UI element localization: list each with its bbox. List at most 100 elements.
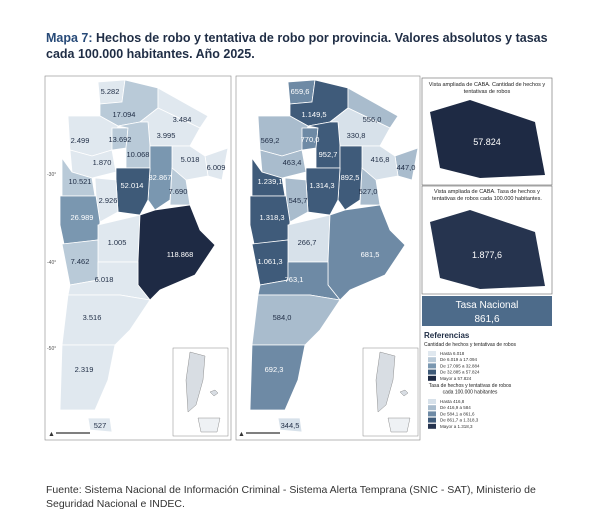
province-value: 2.926: [99, 196, 118, 205]
province-value: 52.014: [121, 181, 144, 190]
province: [249, 344, 306, 411]
province-value: 556,0: [363, 115, 382, 124]
province-value: 32.867: [149, 173, 172, 182]
province-value: 1.149,5: [301, 110, 326, 119]
legend-item: Mayor a 57.824: [440, 376, 472, 381]
province: [251, 156, 286, 197]
province-value: 266,7: [298, 238, 317, 247]
province-value: 7.462: [71, 257, 90, 266]
province-value: 344,5: [281, 421, 300, 430]
province-value: 118.868: [167, 250, 194, 259]
province-value: 5.018: [181, 155, 200, 164]
province: [61, 156, 96, 197]
scale-bars: ▲ ▲: [48, 431, 280, 438]
province-value: 545,7: [289, 196, 308, 205]
national-rate-box: [422, 296, 552, 326]
province-value: 13.692: [109, 135, 132, 144]
legend-swatch: [428, 375, 436, 381]
caba-rate-title: Vista ampliada de CABA. Tasa de hechos y…: [432, 189, 542, 202]
legend-swatch: [428, 399, 436, 404]
legend-group-title: Tasa de hechos y tentativas de robos cada…: [429, 383, 512, 396]
coord-label: -30°: [47, 172, 56, 178]
province: [284, 177, 309, 223]
legend-group-title: Cantidad de hechos y tentativas de robos: [424, 342, 517, 348]
svg-text:▲: ▲: [238, 431, 245, 438]
province-value: 416,8: [371, 155, 390, 164]
caba-shape-1: [430, 100, 545, 178]
province-value: 527,0: [359, 187, 378, 196]
province-value: 6.018: [95, 275, 114, 284]
svg-text:▲: ▲: [48, 431, 55, 438]
province-value: 26.989: [71, 213, 94, 222]
legend-swatch: [428, 363, 436, 369]
province-value: 2.499: [71, 136, 90, 145]
province-value: 952,7: [319, 150, 338, 159]
legend-swatch: [428, 351, 436, 356]
legend-swatch: [428, 417, 436, 423]
province-value: 5.282: [101, 87, 120, 96]
province-value: 3.516: [83, 313, 102, 322]
province-value: 3.484: [173, 115, 192, 124]
caba-shape-2: [430, 210, 545, 289]
province-value: 330,8: [347, 131, 366, 140]
legend-swatch: [428, 405, 436, 411]
province: [94, 177, 119, 223]
province-value: 463,4: [283, 158, 302, 167]
province: [87, 417, 113, 433]
maps: ▲ ▲ 5.282 17.094 3.484 3.995 2.499 13.692 10.0…: [44, 75, 553, 441]
national-rate-label: Tasa Nacional: [456, 300, 519, 311]
legend-item: De 17.095 a 32.884: [440, 363, 480, 368]
province-value: 659,6: [291, 87, 310, 96]
caba-rate-value: 1.877,6: [472, 250, 502, 260]
title-text: Hechos de robo y tentativa de robo por p…: [46, 31, 548, 61]
province-value: 10.521: [69, 177, 92, 186]
province-value: 1.061,3: [257, 257, 282, 266]
province-value: 527: [94, 421, 107, 430]
province-value: 2.319: [75, 365, 94, 374]
caba-count-value: 57.824: [473, 137, 501, 147]
province-value: 7.690: [169, 187, 188, 196]
province-value: 10.068: [127, 150, 150, 159]
province-value: 17.094: [113, 110, 136, 119]
province-value: 584,0: [273, 313, 292, 322]
province-value: 770,0: [301, 135, 320, 144]
legend-item: De 584,1 a 861,6: [440, 411, 475, 416]
legend-item: De 6.019 a 17.094: [440, 357, 478, 362]
province-value: 1.239,1: [257, 177, 282, 186]
province-value: 1.870: [93, 158, 112, 167]
title: Mapa 7: Hechos de robo y tentativa de ro…: [46, 30, 566, 62]
title-label: Mapa 7:: [46, 31, 93, 45]
legend-item: Hasta 416,8: [440, 399, 465, 404]
province-value: 569,2: [261, 136, 280, 145]
province-value: 1.314,3: [309, 181, 334, 190]
province-value: 892,5: [341, 173, 360, 182]
legend-swatch: [428, 369, 436, 375]
caba-count-title: Vista ampliada de CABA. Cantidad de hech…: [429, 82, 546, 95]
coord-label: -50°: [47, 346, 56, 352]
coord-label: -40°: [47, 260, 56, 266]
legend-swatch: [428, 423, 436, 429]
province: [59, 344, 116, 411]
legend-item: Mayor a 1.318,3: [440, 424, 473, 429]
legend-title: Referencias: [424, 331, 470, 340]
province-value: 6.009: [207, 163, 226, 172]
legend-item: Hasta 6.018: [440, 351, 465, 356]
province-value: 692,3: [265, 365, 284, 374]
province-value: 1.005: [108, 238, 127, 247]
national-rate-value: 861,6: [474, 314, 499, 325]
province-value: 447,0: [397, 163, 416, 172]
province-value: 763,1: [285, 275, 304, 284]
source: Fuente: Sistema Nacional de Información …: [46, 484, 536, 510]
legend-swatch: [428, 357, 436, 363]
right-mini-map: [362, 347, 419, 437]
province-value: 681,5: [361, 250, 380, 259]
legend-item: De 861,7 a 1.318,3: [440, 418, 479, 423]
legend-item: De 416,9 a 584: [440, 405, 471, 410]
province-value: 3.995: [157, 131, 176, 140]
legend-swatch: [428, 411, 436, 417]
province-value: 1.318,3: [259, 213, 284, 222]
province: [277, 417, 303, 433]
legend-item: De 32.885 a 57.824: [440, 370, 480, 375]
left-mini-map: [172, 347, 229, 437]
